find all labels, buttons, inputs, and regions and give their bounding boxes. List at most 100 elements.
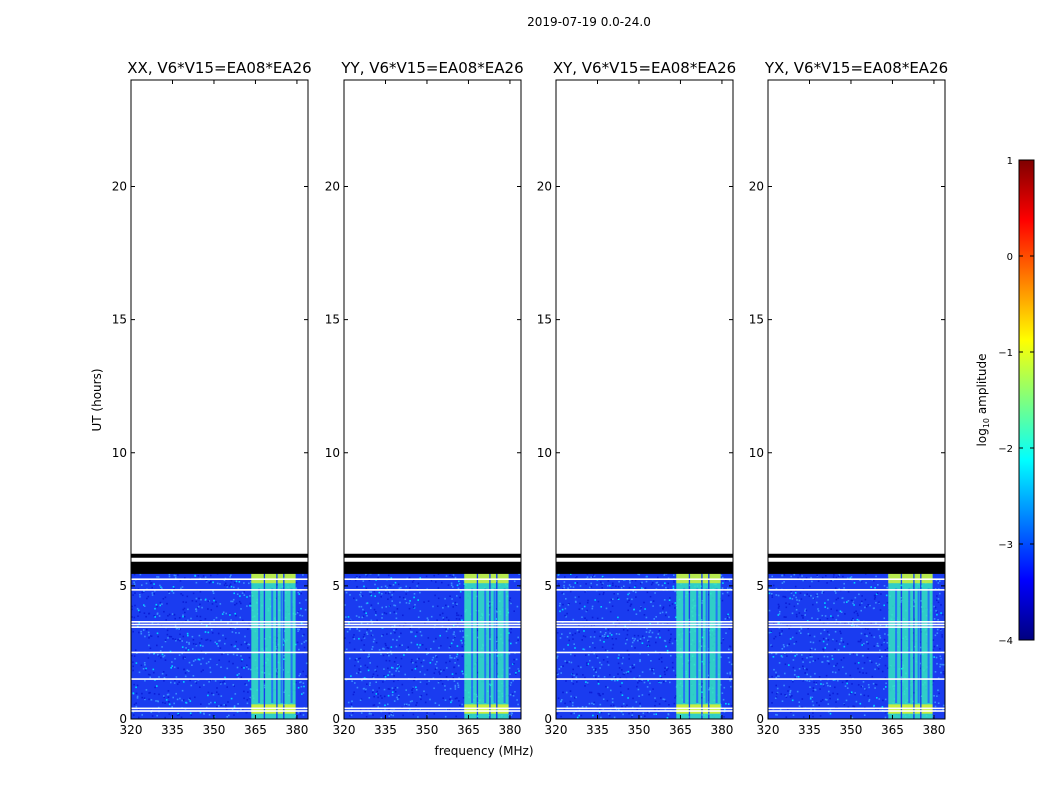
noise-pixel: [649, 629, 652, 632]
noise-pixel: [562, 588, 564, 590]
y-tick-label: 20: [749, 180, 764, 194]
noise-pixel: [162, 671, 165, 673]
noise-pixel: [639, 639, 641, 642]
noise-pixel: [602, 693, 604, 695]
noise-pixel: [457, 686, 460, 688]
noise-pixel: [195, 608, 197, 610]
noise-pixel: [411, 689, 413, 691]
noise-pixel: [605, 627, 607, 630]
noise-pixel: [181, 640, 183, 642]
noise-pixel: [150, 582, 153, 584]
gap-row: [344, 589, 521, 591]
noise-pixel: [441, 612, 444, 615]
noise-pixel: [847, 600, 850, 602]
x-tick-label: 350: [416, 723, 439, 737]
noise-pixel: [213, 619, 215, 621]
noise-pixel: [358, 657, 360, 660]
noise-pixel: [391, 713, 393, 715]
noise-pixel: [673, 581, 675, 583]
colorbar-tick-label: −2: [998, 444, 1013, 455]
noise-pixel: [840, 632, 842, 635]
noise-pixel: [366, 683, 368, 685]
noise-pixel: [132, 711, 135, 713]
noise-pixel: [604, 632, 607, 634]
noise-pixel: [641, 581, 643, 584]
noise-pixel: [622, 629, 625, 631]
noise-pixel: [937, 702, 940, 704]
noise-pixel: [556, 657, 558, 659]
noise-pixel: [187, 608, 189, 611]
noise-pixel: [190, 617, 192, 620]
noise-pixel: [495, 708, 498, 711]
noise-pixel: [810, 708, 812, 711]
noise-pixel: [219, 647, 222, 649]
noise-pixel: [640, 716, 643, 718]
noise-pixel: [456, 697, 458, 699]
noise-pixel: [372, 676, 375, 679]
noise-pixel: [160, 656, 162, 659]
noise-pixel: [866, 641, 868, 643]
noise-pixel: [612, 704, 615, 707]
noise-pixel: [204, 599, 207, 601]
noise-pixel: [586, 609, 588, 612]
noise-pixel: [781, 630, 783, 632]
noise-pixel: [212, 592, 215, 594]
noise-pixel: [782, 595, 784, 598]
noise-pixel: [639, 705, 642, 707]
noise-pixel: [597, 680, 599, 682]
noise-pixel: [456, 584, 459, 587]
noise-pixel: [643, 636, 645, 639]
noise-pixel: [161, 672, 164, 675]
noise-pixel: [839, 630, 841, 633]
noise-pixel: [875, 575, 877, 578]
noise-pixel: [621, 669, 623, 671]
noise-pixel: [456, 612, 458, 614]
noise-pixel: [590, 576, 592, 578]
noise-pixel: [148, 652, 151, 655]
noise-pixel: [244, 635, 246, 638]
noise-pixel: [375, 670, 377, 672]
noise-pixel: [248, 622, 250, 625]
noise-pixel: [132, 665, 134, 668]
noise-pixel: [457, 587, 460, 590]
noise-pixel: [887, 667, 889, 669]
noise-pixel: [570, 695, 572, 698]
noise-pixel: [216, 687, 218, 689]
noise-pixel: [156, 632, 159, 635]
noise-pixel: [432, 605, 434, 608]
noise-pixel: [240, 655, 242, 657]
noise-pixel: [728, 661, 731, 664]
noise-pixel: [669, 597, 671, 599]
noise-pixel: [806, 673, 808, 676]
noise-pixel: [632, 706, 634, 709]
flagged-row: [131, 561, 308, 566]
noise-pixel: [658, 709, 660, 711]
noise-pixel: [451, 673, 454, 675]
noise-pixel: [778, 675, 780, 678]
axes-frame: [343, 79, 522, 720]
noise-pixel: [205, 579, 207, 582]
noise-pixel: [727, 657, 730, 659]
noise-pixel: [775, 674, 778, 676]
noise-pixel: [450, 582, 453, 585]
noise-pixel: [377, 693, 379, 695]
noise-pixel: [459, 596, 461, 599]
noise-pixel: [701, 602, 703, 604]
noise-pixel: [212, 590, 214, 593]
colorbar-tick-label: −1: [998, 348, 1013, 359]
noise-pixel: [368, 655, 370, 658]
noise-pixel: [178, 617, 181, 619]
noise-pixel: [381, 606, 383, 609]
noise-pixel: [282, 658, 285, 660]
noise-pixel: [391, 673, 393, 676]
noise-pixel: [164, 640, 167, 643]
noise-pixel: [635, 591, 637, 594]
noise-pixel: [133, 573, 136, 576]
noise-pixel: [561, 633, 563, 635]
noise-pixel: [197, 607, 199, 609]
noise-pixel: [593, 675, 595, 677]
noise-pixel: [168, 635, 171, 638]
noise-pixel: [629, 605, 632, 607]
noise-pixel: [629, 666, 632, 668]
noise-pixel: [797, 577, 799, 579]
